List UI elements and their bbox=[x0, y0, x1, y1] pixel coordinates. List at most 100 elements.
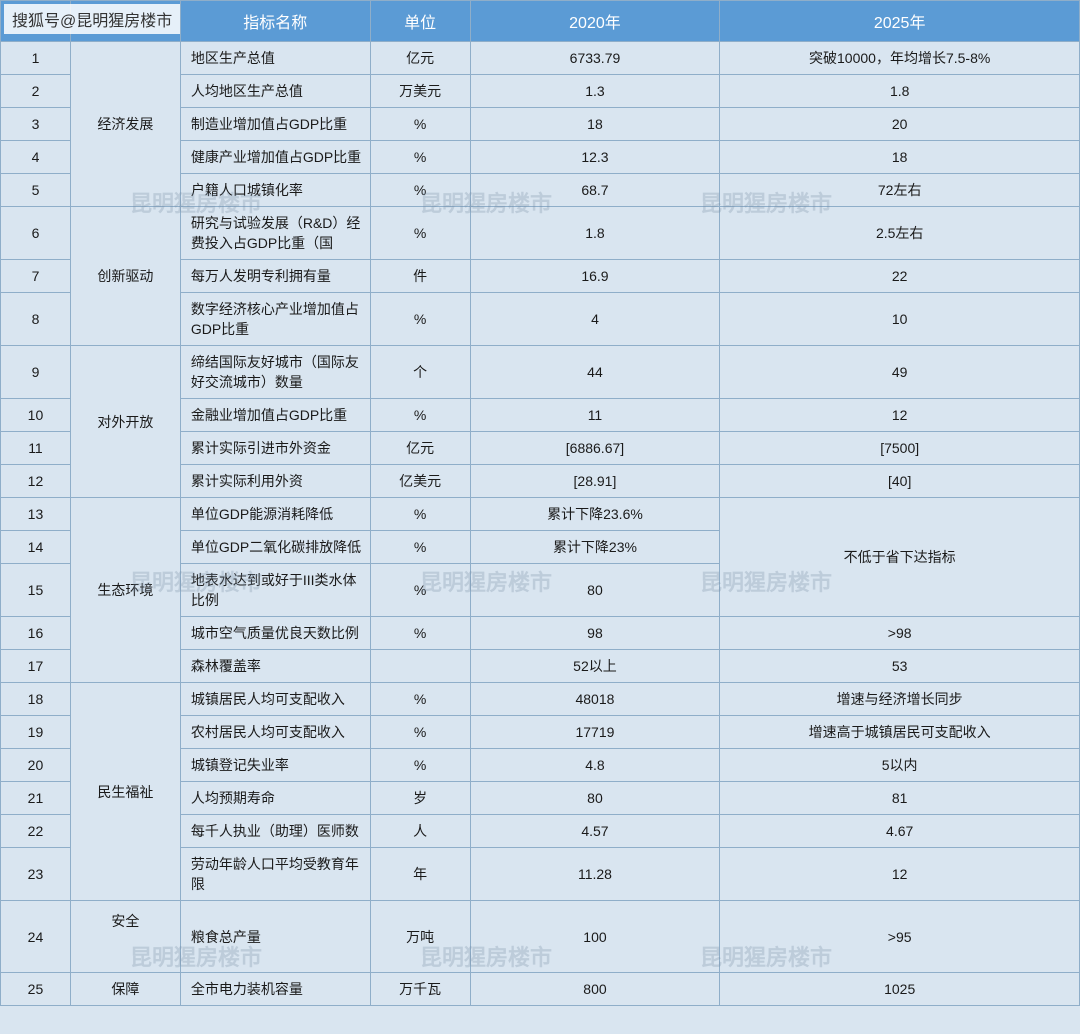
cell-unit: 个 bbox=[370, 346, 470, 399]
cell-unit: 件 bbox=[370, 260, 470, 293]
cell-num: 5 bbox=[1, 174, 71, 207]
cell-unit: 年 bbox=[370, 848, 470, 901]
cell-num: 25 bbox=[1, 973, 71, 1006]
cell-category: 创新驱动 bbox=[70, 207, 180, 346]
cell-indicator: 数字经济核心产业增加值占GDP比重 bbox=[180, 293, 370, 346]
cell-unit: 亿元 bbox=[370, 42, 470, 75]
table-row: 1经济发展地区生产总值亿元6733.79突破10000，年均增长7.5-8% bbox=[1, 42, 1080, 75]
table-container: 搜狐号@昆明猩房楼市 指标名称 单位 2020年 2025年 1经济发展地区生产… bbox=[0, 0, 1080, 1006]
cell-unit: % bbox=[370, 399, 470, 432]
cell-unit: 亿美元 bbox=[370, 465, 470, 498]
cell-indicator: 地表水达到或好于III类水体比例 bbox=[180, 564, 370, 617]
cell-y2020: 48018 bbox=[470, 683, 720, 716]
cell-indicator: 粮食总产量 bbox=[180, 901, 370, 973]
header-y2020: 2020年 bbox=[470, 1, 720, 42]
cell-y2020: [6886.67] bbox=[470, 432, 720, 465]
table-row: 13生态环境单位GDP能源消耗降低%累计下降23.6%不低于省下达指标 bbox=[1, 498, 1080, 531]
cell-y2025: [40] bbox=[720, 465, 1080, 498]
cell-indicator: 每万人发明专利拥有量 bbox=[180, 260, 370, 293]
table-row: 6创新驱动研究与试验发展（R&D）经费投入占GDP比重（国%1.82.5左右 bbox=[1, 207, 1080, 260]
cell-indicator: 地区生产总值 bbox=[180, 42, 370, 75]
header-y2025: 2025年 bbox=[720, 1, 1080, 42]
cell-num: 20 bbox=[1, 749, 71, 782]
cell-num: 2 bbox=[1, 75, 71, 108]
cell-indicator: 缔结国际友好城市（国际友好交流城市）数量 bbox=[180, 346, 370, 399]
cell-y2025: 20 bbox=[720, 108, 1080, 141]
cell-y2025: 72左右 bbox=[720, 174, 1080, 207]
cell-num: 23 bbox=[1, 848, 71, 901]
cell-num: 10 bbox=[1, 399, 71, 432]
cell-y2020: 100 bbox=[470, 901, 720, 973]
cell-y2025: 4.67 bbox=[720, 815, 1080, 848]
cell-y2020: 11.28 bbox=[470, 848, 720, 901]
cell-category: 经济发展 bbox=[70, 42, 180, 207]
header-indicator: 指标名称 bbox=[180, 1, 370, 42]
cell-category: 民生福祉 bbox=[70, 683, 180, 901]
cell-unit: 万美元 bbox=[370, 75, 470, 108]
cell-category: 保障 bbox=[70, 973, 180, 1006]
cell-y2025: 49 bbox=[720, 346, 1080, 399]
cell-unit: % bbox=[370, 617, 470, 650]
cell-indicator: 城镇登记失业率 bbox=[180, 749, 370, 782]
cell-category: 生态环境 bbox=[70, 498, 180, 683]
cell-indicator: 森林覆盖率 bbox=[180, 650, 370, 683]
cell-y2020: [28.91] bbox=[470, 465, 720, 498]
cell-indicator: 研究与试验发展（R&D）经费投入占GDP比重（国 bbox=[180, 207, 370, 260]
cell-y2020: 16.9 bbox=[470, 260, 720, 293]
cell-num: 17 bbox=[1, 650, 71, 683]
cell-y2025: 突破10000，年均增长7.5-8% bbox=[720, 42, 1080, 75]
cell-indicator: 劳动年龄人口平均受教育年限 bbox=[180, 848, 370, 901]
cell-y2025: 10 bbox=[720, 293, 1080, 346]
cell-y2020: 4.57 bbox=[470, 815, 720, 848]
cell-y2025: >95 bbox=[720, 901, 1080, 973]
indicators-table: 指标名称 单位 2020年 2025年 1经济发展地区生产总值亿元6733.79… bbox=[0, 0, 1080, 1006]
cell-unit: % bbox=[370, 716, 470, 749]
cell-y2020: 11 bbox=[470, 399, 720, 432]
cell-y2020: 累计下降23% bbox=[470, 531, 720, 564]
cell-num: 18 bbox=[1, 683, 71, 716]
cell-num: 7 bbox=[1, 260, 71, 293]
cell-y2020: 18 bbox=[470, 108, 720, 141]
cell-indicator: 户籍人口城镇化率 bbox=[180, 174, 370, 207]
cell-num: 9 bbox=[1, 346, 71, 399]
cell-num: 1 bbox=[1, 42, 71, 75]
cell-y2020: 17719 bbox=[470, 716, 720, 749]
cell-y2020: 累计下降23.6% bbox=[470, 498, 720, 531]
cell-indicator: 累计实际引进市外资金 bbox=[180, 432, 370, 465]
cell-indicator: 单位GDP二氧化碳排放降低 bbox=[180, 531, 370, 564]
cell-num: 24 bbox=[1, 901, 71, 973]
cell-num: 14 bbox=[1, 531, 71, 564]
cell-num: 15 bbox=[1, 564, 71, 617]
cell-y2025: 53 bbox=[720, 650, 1080, 683]
cell-unit: % bbox=[370, 749, 470, 782]
table-row: 24安全粮食总产量万吨100>95 bbox=[1, 901, 1080, 973]
cell-num: 12 bbox=[1, 465, 71, 498]
cell-unit: 亿元 bbox=[370, 432, 470, 465]
source-tag: 搜狐号@昆明猩房楼市 bbox=[4, 4, 180, 34]
cell-y2020: 4.8 bbox=[470, 749, 720, 782]
cell-indicator: 全市电力装机容量 bbox=[180, 973, 370, 1006]
cell-y2025: 1025 bbox=[720, 973, 1080, 1006]
cell-unit: % bbox=[370, 564, 470, 617]
cell-indicator: 城市空气质量优良天数比例 bbox=[180, 617, 370, 650]
table-row: 18民生福祉城镇居民人均可支配收入%48018增速与经济增长同步 bbox=[1, 683, 1080, 716]
cell-category: 安全 bbox=[70, 901, 180, 973]
cell-num: 3 bbox=[1, 108, 71, 141]
cell-y2020: 80 bbox=[470, 782, 720, 815]
cell-indicator: 农村居民人均可支配收入 bbox=[180, 716, 370, 749]
cell-y2020: 4 bbox=[470, 293, 720, 346]
cell-y2025: 12 bbox=[720, 399, 1080, 432]
cell-y2025: 22 bbox=[720, 260, 1080, 293]
cell-unit: % bbox=[370, 293, 470, 346]
cell-num: 19 bbox=[1, 716, 71, 749]
cell-y2020: 1.3 bbox=[470, 75, 720, 108]
table-row: 25保障全市电力装机容量万千瓦8001025 bbox=[1, 973, 1080, 1006]
cell-y2020: 44 bbox=[470, 346, 720, 399]
cell-unit: % bbox=[370, 207, 470, 260]
cell-num: 22 bbox=[1, 815, 71, 848]
cell-num: 13 bbox=[1, 498, 71, 531]
cell-y2025: 增速高于城镇居民可支配收入 bbox=[720, 716, 1080, 749]
cell-unit: % bbox=[370, 531, 470, 564]
cell-y2025: >98 bbox=[720, 617, 1080, 650]
cell-indicator: 健康产业增加值占GDP比重 bbox=[180, 141, 370, 174]
